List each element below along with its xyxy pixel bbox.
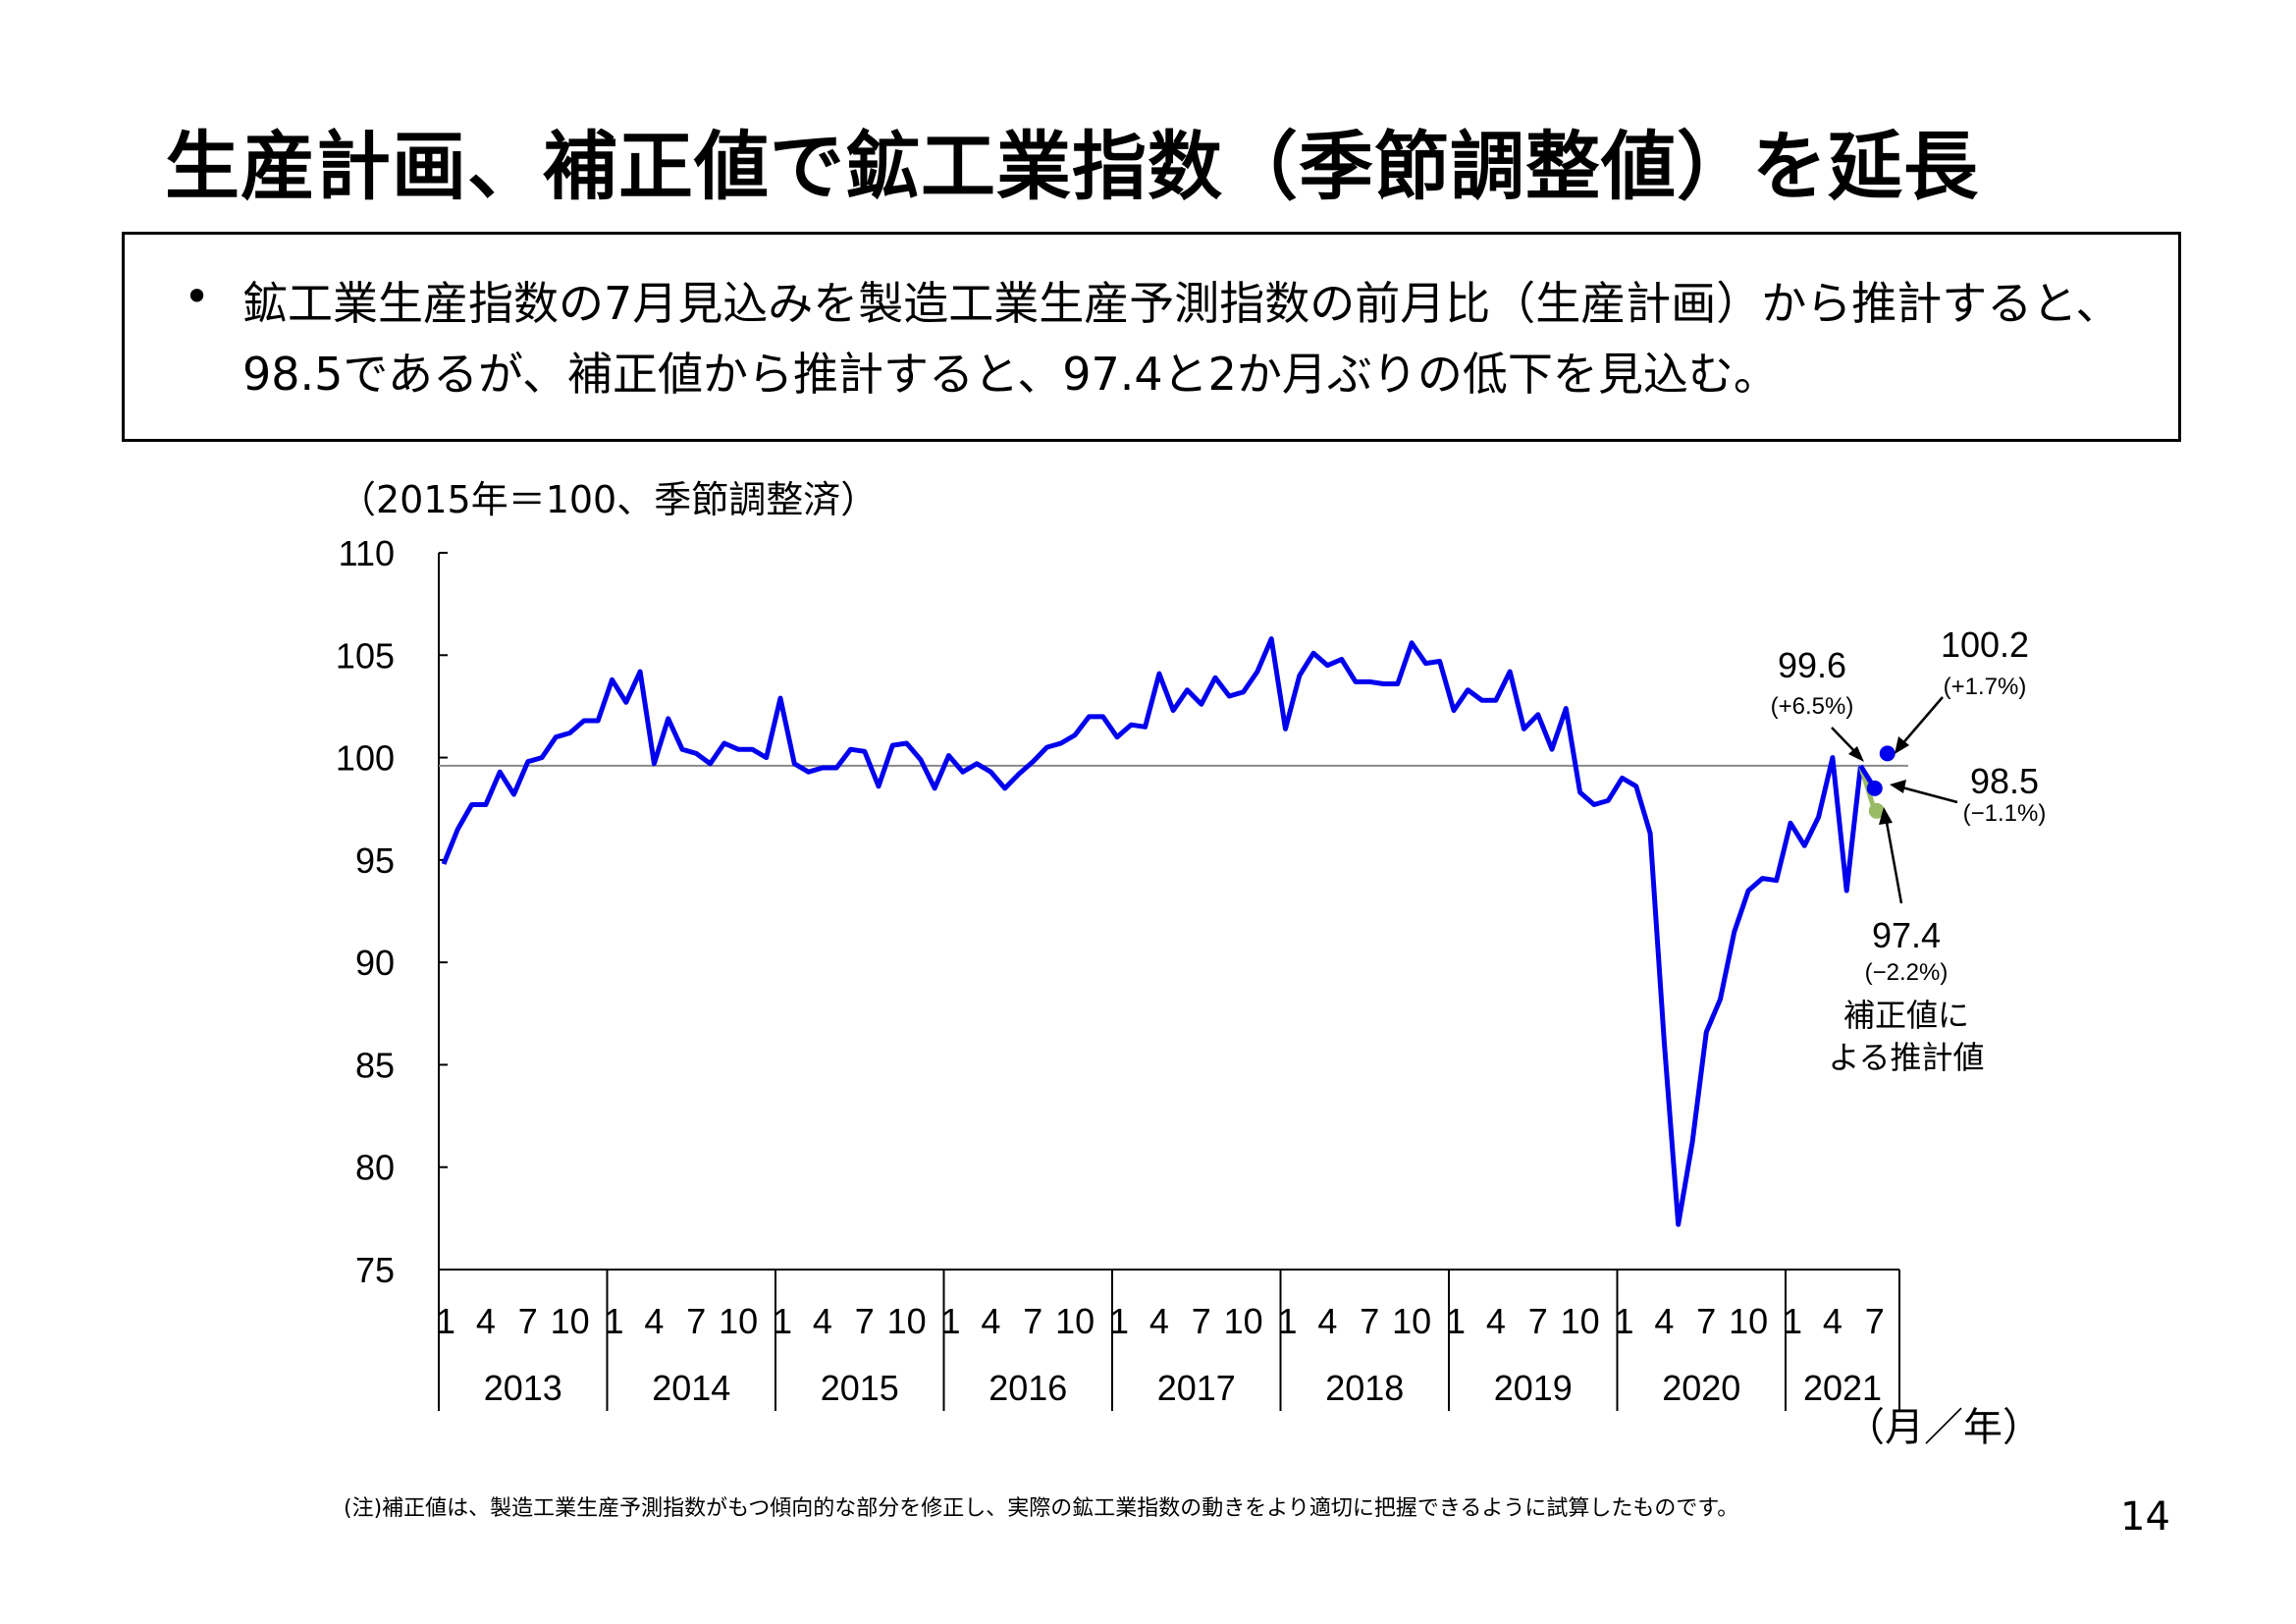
arrow-100-2-head (1895, 736, 1909, 754)
y-tick-label: 85 (355, 1045, 395, 1085)
month-tick-label: 10 (1224, 1301, 1263, 1341)
month-tick-label: 4 (644, 1301, 664, 1341)
annotation-98-5-change: (−1.1%) (1963, 800, 2047, 827)
month-tick-label: 4 (1317, 1301, 1337, 1341)
plan-point-98-5 (1866, 780, 1883, 796)
year-label: 2013 (484, 1368, 562, 1408)
month-tick-label: 4 (813, 1301, 832, 1341)
year-label: 2019 (1494, 1368, 1573, 1408)
annotation-99-6-change: (+6.5%) (1771, 693, 1854, 720)
arrow-97-4-head (1879, 807, 1893, 825)
month-tick-label: 10 (551, 1301, 590, 1341)
month-tick-label: 7 (518, 1301, 538, 1341)
month-tick-label: 7 (855, 1301, 875, 1341)
month-tick-label: 1 (1277, 1301, 1297, 1341)
footnote: (注)補正値は、製造工業生産予測指数がもつ傾向的な部分を修正し、実際の鉱工業指数… (344, 1496, 1739, 1521)
annotation-97-4-value: 97.4 (1872, 915, 1941, 955)
y-tick-label: 110 (339, 533, 395, 573)
y-tick-label: 95 (355, 840, 395, 881)
annotation-99-6-value: 99.6 (1778, 645, 1846, 685)
month-tick-label: 4 (1149, 1301, 1169, 1341)
annotation-100-2-value: 100.2 (1941, 624, 2029, 665)
arrow-100-2 (1899, 696, 1944, 747)
page-number: 14 (2120, 1494, 2170, 1540)
month-tick-label: 7 (1023, 1301, 1042, 1341)
month-tick-label: 7 (686, 1301, 706, 1341)
month-tick-label: 1 (1783, 1301, 1802, 1341)
bullet-icon: • (184, 270, 211, 323)
month-tick-label: 10 (719, 1301, 758, 1341)
month-tick-label: 7 (1865, 1301, 1885, 1341)
month-tick-label: 1 (1614, 1301, 1633, 1341)
annotation-97-4-note-line1: 補正値に (1843, 998, 1969, 1033)
month-tick-label: 4 (1823, 1301, 1842, 1341)
arrow-99-6-head (1848, 746, 1864, 762)
month-tick-label: 1 (940, 1301, 960, 1341)
plan-point-100-2 (1879, 745, 1896, 762)
annotation-98-5-value: 98.5 (1970, 761, 2039, 801)
y-tick-label: 105 (336, 635, 395, 676)
month-tick-label: 1 (1446, 1301, 1466, 1341)
month-tick-label: 4 (981, 1301, 1000, 1341)
year-label: 2016 (988, 1368, 1067, 1408)
month-tick-label: 4 (1654, 1301, 1674, 1341)
adjusted-point-97-4 (1868, 802, 1885, 819)
summary-text: 鉱工業生産指数の7月見込みを製造工業生産予測指数の前月比（生産計画）から推計する… (242, 277, 2121, 401)
month-tick-label: 7 (1696, 1301, 1716, 1341)
annotation-97-4-change: (−2.2%) (1865, 959, 1949, 986)
month-tick-label: 10 (887, 1301, 927, 1341)
month-tick-label: 1 (604, 1301, 623, 1341)
month-tick-label: 10 (1392, 1301, 1431, 1341)
annotation-100-2-change: (+1.7%) (1944, 674, 2027, 700)
month-tick-label: 10 (1729, 1301, 1768, 1341)
month-tick-label: 4 (1486, 1301, 1506, 1341)
month-tick-label: 1 (436, 1301, 455, 1341)
annotation-97-4-note-line2: よる推計値 (1828, 1040, 1984, 1075)
year-label: 2017 (1157, 1368, 1236, 1408)
month-tick-label: 10 (1561, 1301, 1600, 1341)
year-label: 2015 (821, 1368, 899, 1408)
year-label: 2021 (1803, 1368, 1882, 1408)
year-label: 2020 (1662, 1368, 1740, 1408)
month-tick-label: 7 (1528, 1301, 1548, 1341)
y-tick-label: 100 (336, 738, 395, 779)
year-label: 2014 (652, 1368, 730, 1408)
arrow-98-5-head (1890, 780, 1906, 793)
y-tick-label: 80 (355, 1148, 395, 1188)
month-tick-label: 10 (1055, 1301, 1095, 1341)
arrow-98-5 (1897, 785, 1958, 804)
series-line-index (441, 636, 1863, 1227)
arrow-97-4 (1884, 816, 1903, 904)
x-axis-unit-label: （月／年） (1845, 1406, 2042, 1449)
month-tick-label: 7 (1192, 1301, 1211, 1341)
page-title: 生産計画、補正値で鉱工業指数（季節調整値）を延長 (165, 123, 1979, 210)
month-tick-label: 4 (476, 1301, 496, 1341)
chart-unit-label: （2015年＝100、季節調整済） (339, 478, 879, 521)
month-tick-label: 1 (773, 1301, 792, 1341)
month-tick-label: 7 (1360, 1301, 1379, 1341)
month-tick-label: 1 (1109, 1301, 1129, 1341)
y-tick-label: 75 (355, 1250, 395, 1290)
summary-box: • 鉱工業生産指数の7月見込みを製造工業生産予測指数の前月比（生産計画）から推計… (122, 232, 2181, 442)
y-tick-label: 90 (355, 943, 395, 983)
year-label: 2018 (1325, 1368, 1404, 1408)
